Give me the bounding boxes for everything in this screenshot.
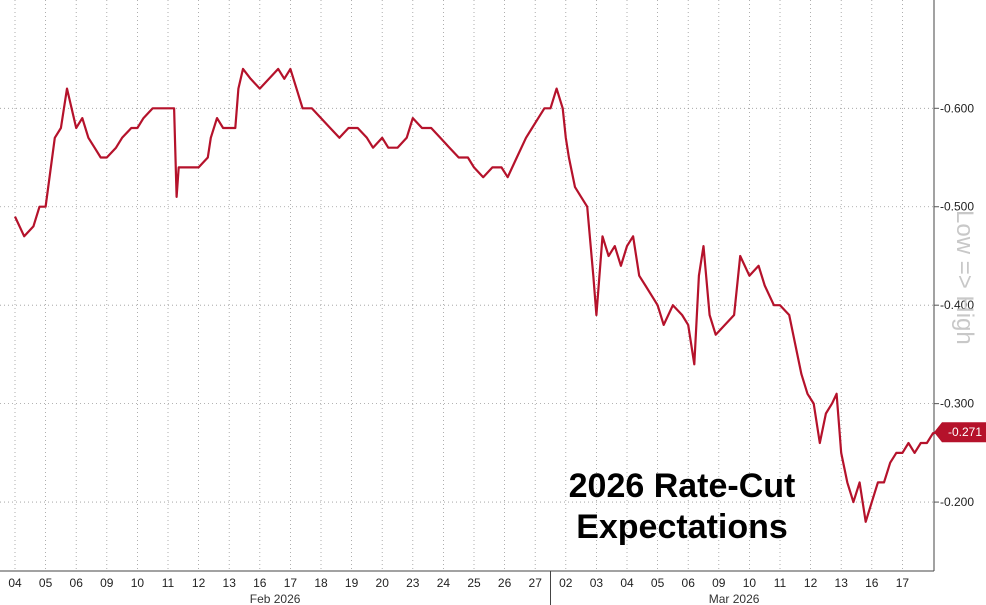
last-value-label: -0.271 xyxy=(948,425,982,439)
x-tick-label: 11 xyxy=(162,576,175,590)
y-axis-ticks: -0.200 -0.300 -0.400 -0.500 -0.600 xyxy=(934,101,974,509)
x-tick-label: 05 xyxy=(39,576,53,590)
x-tick-label: 12 xyxy=(804,576,818,590)
y-tick-label: -0.200 xyxy=(940,495,974,509)
x-tick-label: 16 xyxy=(865,576,879,590)
x-tick-label: 05 xyxy=(651,576,665,590)
x-tick-label: 20 xyxy=(376,576,390,590)
x-tick-label: 12 xyxy=(192,576,206,590)
y-tick-label: -0.300 xyxy=(940,397,974,411)
x-tick-label: 26 xyxy=(498,576,512,590)
x-tick-label: 04 xyxy=(8,576,22,590)
last-value-pointer xyxy=(934,422,986,443)
x-tick-label: 25 xyxy=(467,576,481,590)
x-tick-label: 09 xyxy=(100,576,114,590)
x-tick-label: 16 xyxy=(253,576,267,590)
x-tick-label: 23 xyxy=(406,576,420,590)
x-tick-label: 17 xyxy=(284,576,298,590)
y-tick-label: -0.600 xyxy=(940,101,974,115)
annotation-line-2: Expectations xyxy=(576,508,788,546)
annotation-line-1: 2026 Rate-Cut xyxy=(569,467,796,505)
x-tick-label: 04 xyxy=(620,576,634,590)
y-tick-label: -0.500 xyxy=(940,200,974,214)
x-tick-label: 10 xyxy=(743,576,757,590)
x-axis-ticks: 04 05 06 09 10 11 12 13 16 17 18 19 20 23 24 25 26 27 02 03… xyxy=(8,576,909,605)
x-tick-label: 13 xyxy=(835,576,849,590)
x-tick-label: 06 xyxy=(70,576,84,590)
x-tick-label: 10 xyxy=(131,576,145,590)
axes xyxy=(0,0,935,605)
x-tick-label: 02 xyxy=(559,576,573,590)
month-label: Mar 2026 xyxy=(709,592,760,605)
x-tick-label: 19 xyxy=(345,576,359,590)
series-line xyxy=(14,67,940,523)
x-tick-label: 06 xyxy=(682,576,696,590)
x-tick-label: 27 xyxy=(529,576,543,590)
y-tick-label: -0.400 xyxy=(940,298,974,312)
x-tick-label: 11 xyxy=(774,576,787,590)
x-tick-label: 03 xyxy=(590,576,604,590)
month-label: Feb 2026 xyxy=(250,592,301,605)
x-tick-label: 17 xyxy=(896,576,910,590)
x-tick-label: 09 xyxy=(712,576,726,590)
x-tick-label: 13 xyxy=(223,576,237,590)
side-label: Low => High xyxy=(951,210,978,345)
x-tick-label: 18 xyxy=(314,576,328,590)
x-tick-label: 24 xyxy=(437,576,451,590)
last-value-marker: -0.271 xyxy=(934,422,986,443)
